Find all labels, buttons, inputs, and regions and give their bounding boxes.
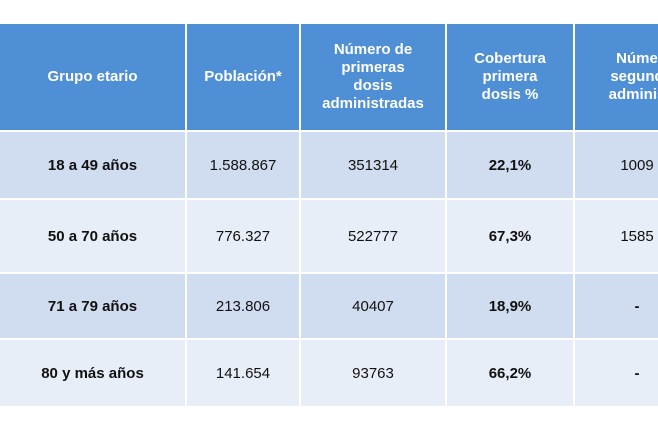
cell-grupo: 50 a 70 años: [0, 198, 187, 273]
cell-poblacion: 141.654: [186, 338, 301, 406]
table-row: 80 y más años 141.654 93763 66,2% -: [0, 338, 658, 406]
header-poblacion: Población*: [186, 24, 301, 131]
header-cobertura: Cobertura primera dosis %: [446, 24, 575, 131]
cell-segundas: -: [574, 272, 658, 339]
cell-segundas: 1009: [574, 130, 658, 199]
cell-primeras: 40407: [300, 272, 447, 339]
header-grupo-etario: Grupo etario: [0, 24, 187, 131]
cell-segundas: -: [574, 338, 658, 406]
cell-segundas: 1585: [574, 198, 658, 273]
cell-cobertura: 22,1%: [446, 130, 575, 199]
header-segundas-dosis: Núme segund adminis: [574, 24, 658, 131]
table-row: 50 a 70 años 776.327 522777 67,3% 1585: [0, 198, 658, 273]
cell-cobertura: 66,2%: [446, 338, 575, 406]
cell-grupo: 80 y más años: [0, 338, 187, 406]
cell-poblacion: 1.588.867: [186, 130, 301, 199]
cell-cobertura: 18,9%: [446, 272, 575, 339]
table-header-row: Grupo etario Población* Número de primer…: [0, 24, 658, 131]
cell-grupo: 18 a 49 años: [0, 130, 187, 199]
vaccination-table: Grupo etario Población* Número de primer…: [0, 24, 658, 406]
cell-cobertura: 67,3%: [446, 198, 575, 273]
cell-primeras: 522777: [300, 198, 447, 273]
table-row: 18 a 49 años 1.588.867 351314 22,1% 1009: [0, 130, 658, 199]
cell-grupo: 71 a 79 años: [0, 272, 187, 339]
cell-poblacion: 213.806: [186, 272, 301, 339]
table-row: 71 a 79 años 213.806 40407 18,9% -: [0, 272, 658, 339]
header-primeras-dosis: Número de primeras dosis administradas: [300, 24, 447, 131]
cell-primeras: 93763: [300, 338, 447, 406]
cell-primeras: 351314: [300, 130, 447, 199]
cell-poblacion: 776.327: [186, 198, 301, 273]
